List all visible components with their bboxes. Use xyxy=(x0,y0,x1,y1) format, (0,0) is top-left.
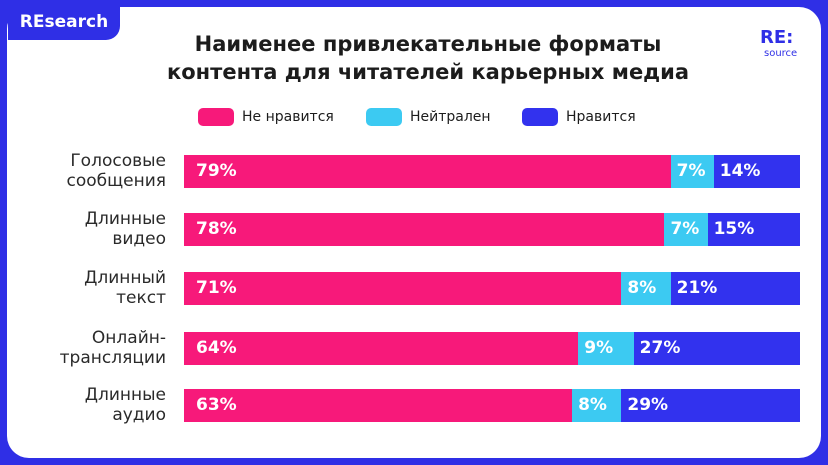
value-label: 7% xyxy=(676,160,706,181)
value-label: 15% xyxy=(713,218,755,239)
legend-label: Нравится xyxy=(566,109,636,125)
category-label: Длинный текст xyxy=(84,268,166,308)
bar-segment xyxy=(621,388,800,422)
value-label: 21% xyxy=(676,277,718,298)
value-label: 9% xyxy=(584,337,614,358)
value-label: 64% xyxy=(196,337,237,358)
chart-title-box: Наименее привлекательные форматы контент… xyxy=(148,30,708,86)
category-label: Голосовые сообщения xyxy=(66,151,167,191)
legend-label: Нейтрален xyxy=(410,109,491,125)
category-label: Длинные аудио xyxy=(84,385,166,425)
badge: REsearch xyxy=(8,6,120,40)
bar-segment xyxy=(713,154,800,188)
bar-segment xyxy=(184,212,665,246)
value-label: 7% xyxy=(670,218,700,239)
value-label: 27% xyxy=(639,337,681,358)
legend-swatch xyxy=(366,108,402,126)
legend-swatch xyxy=(198,108,234,126)
category-label: Онлайн-трансляции xyxy=(59,328,166,368)
value-label: 29% xyxy=(627,394,669,415)
chart-title: Наименее привлекательные форматы контент… xyxy=(166,32,690,84)
bar-segment xyxy=(633,331,800,365)
logo-sub: source xyxy=(764,48,798,59)
value-label: 79% xyxy=(196,160,237,181)
bar-segment xyxy=(184,331,579,365)
legend-label: Не нравится xyxy=(242,109,334,125)
bar-segment xyxy=(664,212,708,246)
bar-segment xyxy=(621,271,671,305)
legend-swatch xyxy=(522,108,558,126)
value-label: 8% xyxy=(578,394,607,415)
value-label: 8% xyxy=(627,277,657,298)
bar-segment xyxy=(572,388,622,422)
value-label: 14% xyxy=(719,160,761,181)
value-label: 71% xyxy=(196,277,237,298)
logo: RE: xyxy=(760,27,794,48)
bar-segment xyxy=(184,154,671,188)
bar-segment xyxy=(707,212,800,246)
value-label: 63% xyxy=(196,394,237,415)
value-label: 78% xyxy=(196,218,237,239)
category-label: Длинные видео xyxy=(84,209,166,249)
bar-segment xyxy=(670,271,800,305)
bar-segment xyxy=(184,388,573,422)
bar-segment xyxy=(578,331,634,365)
bar-segment xyxy=(184,271,622,305)
bar-segment xyxy=(670,154,714,188)
